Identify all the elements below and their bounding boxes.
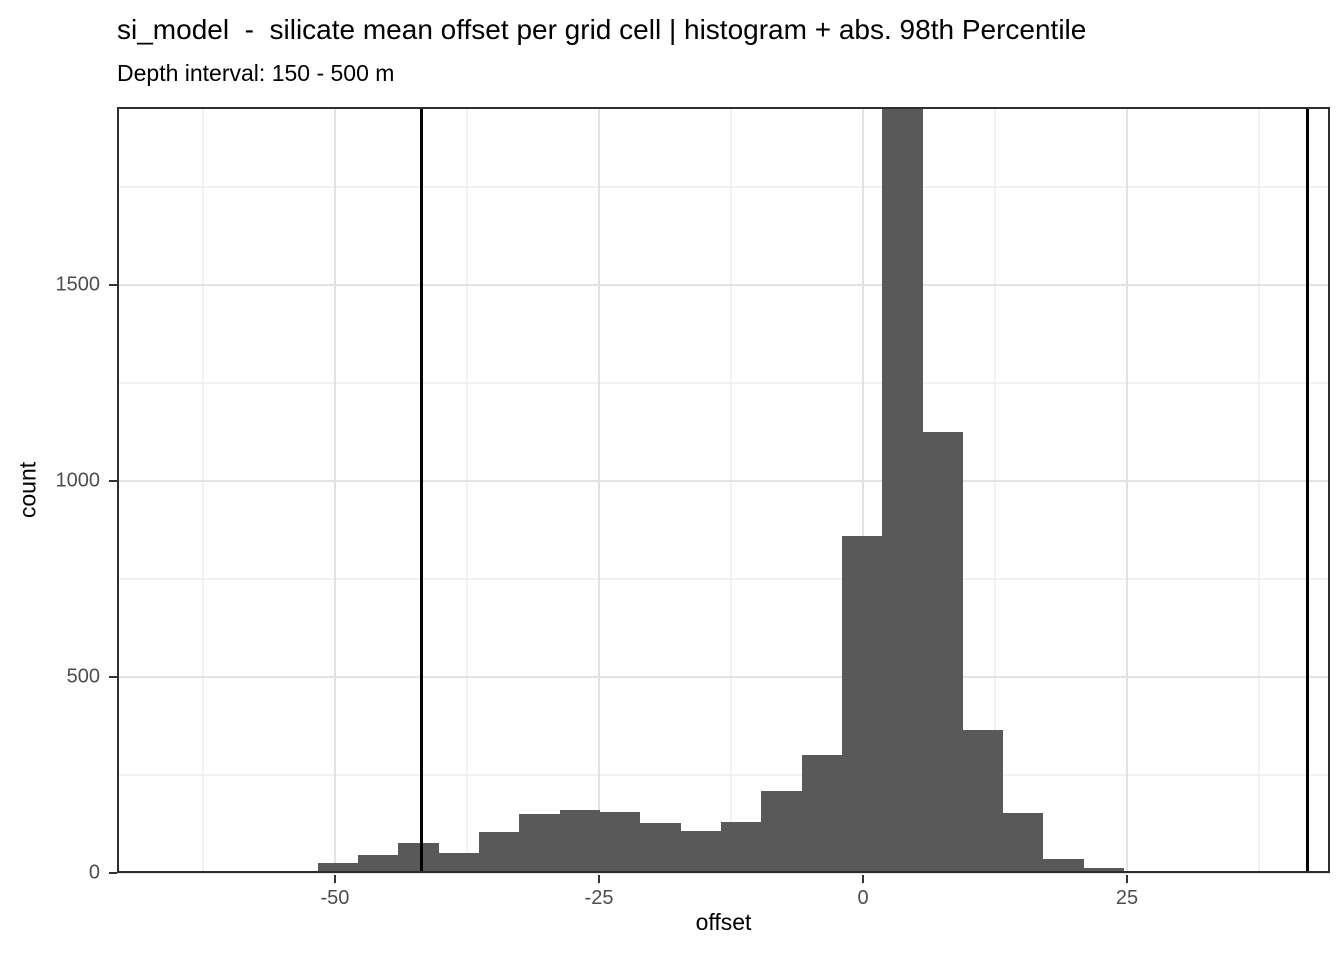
gridline-y-minor [117,577,1330,580]
chart-title: si_model - silicate mean offset per grid… [117,14,1087,45]
histogram-bar [1083,867,1125,873]
histogram-bar [882,107,923,873]
gridline-x-major [333,107,336,873]
x-tick-mark [597,875,600,883]
x-tick-mark [1126,875,1129,883]
histogram-bar [922,431,963,873]
gridline-x-minor [201,107,204,873]
panel-border [117,107,1330,873]
gridline-x-minor [729,107,732,873]
y-tick-label: 500 [66,665,100,688]
gridline-x-major [1126,107,1129,873]
gridline-y-minor [117,773,1330,776]
y-tick-mark [109,479,117,482]
plot-panel [117,107,1330,874]
histogram-bar [1043,859,1084,873]
histogram-bar [962,729,1004,873]
gridline-y-major [117,675,1330,678]
gridline-x-major [862,107,864,873]
percentile-vline [420,107,423,873]
gridline-y-minor [117,381,1330,384]
histogram-bar [720,822,762,873]
histogram-bar [1003,812,1044,873]
histogram-bar [317,862,359,873]
chart-subtitle: Depth interval: 150 - 500 m [117,60,395,86]
histogram-bar [559,809,601,873]
gridline-y-major [117,479,1330,482]
x-tick-label: -50 [320,887,350,909]
gridline-y-major [117,872,1330,874]
gridline-y-major [117,283,1330,286]
histogram-bar [600,812,641,873]
histogram-bar [277,871,318,873]
histogram-bar [438,853,479,873]
gridline-x-minor [465,107,468,873]
histogram-bar [398,842,439,873]
x-axis: -50 -25 0 25 [117,873,1330,933]
y-tick-mark [109,675,117,678]
gridline-x-minor [994,107,996,873]
x-tick-mark [333,875,336,883]
y-axis: 0 500 1000 1500 [0,107,117,884]
histogram-bar [841,535,883,873]
histogram-bar [640,822,681,873]
x-tick-label: -25 [584,887,614,909]
gridline-y-minor [117,185,1330,188]
y-tick-label: 1000 [55,469,101,492]
y-tick-label: 0 [88,861,100,884]
histogram-bar [680,830,721,873]
percentile-vline [1306,107,1309,873]
x-axis-title: offset [695,909,752,935]
histogram-bar [761,790,802,873]
x-tick-label: 0 [857,887,869,909]
y-tick-mark [109,872,117,874]
x-tick-label: 25 [1115,887,1139,909]
histogram-bar [801,755,842,873]
y-axis-title: count [14,461,41,519]
y-tick-label: 1500 [55,273,101,296]
y-tick-mark [109,283,117,286]
histogram-bar [519,814,560,873]
x-tick-mark [862,875,864,883]
gridline-x-minor [1258,107,1261,873]
histogram-bar [479,831,520,873]
histogram-bar [358,854,399,873]
gridline-x-major [597,107,600,873]
